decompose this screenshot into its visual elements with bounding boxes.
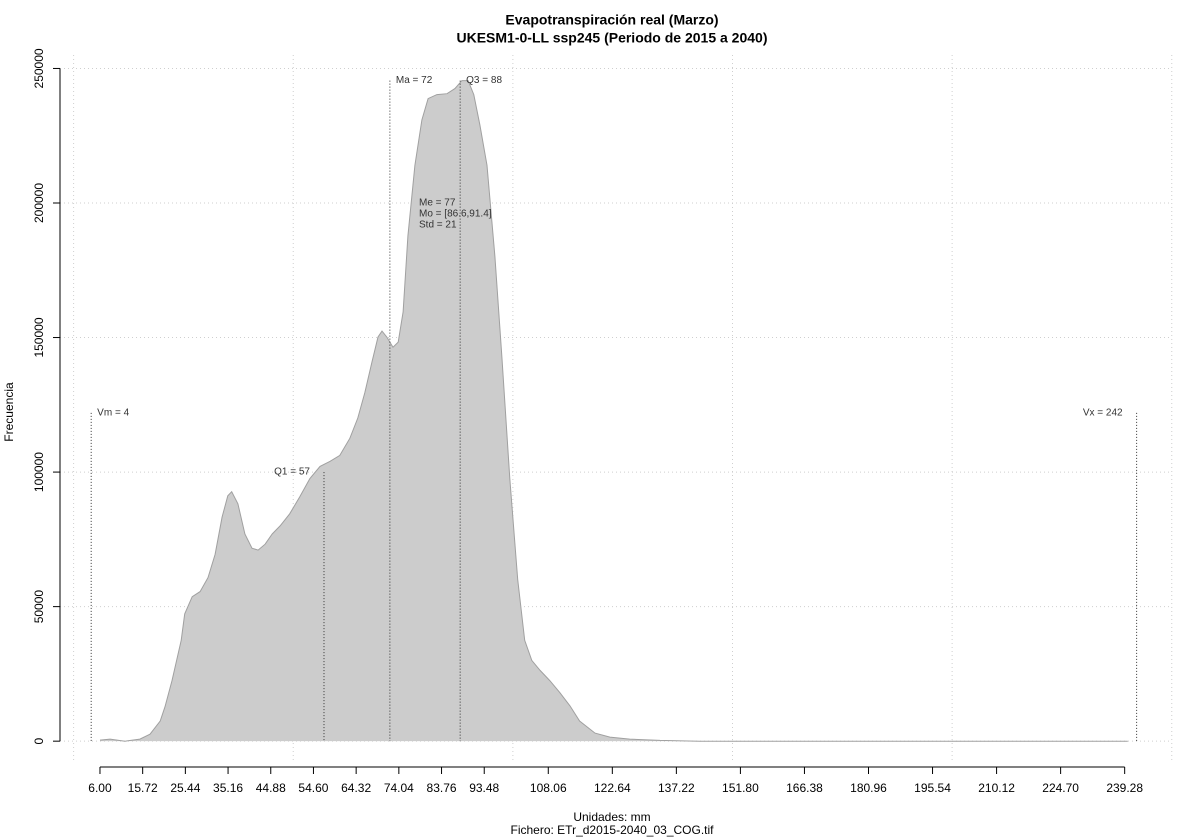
marker-label: Ma = 72 bbox=[396, 75, 433, 86]
marker-label: Vx = 242 bbox=[1083, 408, 1123, 419]
x-tick-label: 35.16 bbox=[213, 781, 243, 795]
x-tick-label: 151.80 bbox=[722, 781, 759, 795]
x-tick-label: 239.28 bbox=[1106, 781, 1143, 795]
x-tick-label: 54.60 bbox=[298, 781, 328, 795]
y-tick-label: 100000 bbox=[32, 452, 46, 492]
marker-label: Q1 = 57 bbox=[274, 467, 310, 478]
marker-label: Q3 = 88 bbox=[466, 75, 502, 86]
area-fill bbox=[99, 80, 1128, 742]
x-tick-label: 122.64 bbox=[594, 781, 631, 795]
chart-subtitle: UKESM1-0-LL ssp245 (Periodo de 2015 a 20… bbox=[457, 30, 768, 46]
x-tick-label: 6.00 bbox=[88, 781, 112, 795]
y-tick-label: 150000 bbox=[32, 317, 46, 357]
x-tick-label: 224.70 bbox=[1042, 781, 1079, 795]
x-tick-label: 93.48 bbox=[469, 781, 499, 795]
stat-annotation: Me = 77 bbox=[419, 198, 456, 209]
x-tick-label: 108.06 bbox=[530, 781, 567, 795]
y-tick-label: 200000 bbox=[32, 183, 46, 223]
footer: Fichero: ETr_d2015-2040_03_COG.tif bbox=[511, 823, 715, 837]
y-tick-label: 0 bbox=[32, 738, 46, 745]
x-tick-label: 74.04 bbox=[384, 781, 414, 795]
area-line bbox=[99, 80, 1128, 742]
y-axis-label: Frecuencia bbox=[2, 382, 16, 442]
stat-annotation: Mo = [86.6,91.4] bbox=[419, 209, 492, 220]
x-tick-label: 166.38 bbox=[786, 781, 823, 795]
x-tick-label: 64.32 bbox=[341, 781, 371, 795]
marker-label: Vm = 4 bbox=[97, 408, 129, 419]
x-tick-label: 180.96 bbox=[850, 781, 887, 795]
y-tick-label: 50000 bbox=[32, 590, 46, 624]
x-tick-label: 15.72 bbox=[128, 781, 158, 795]
x-axis-label: Unidades: mm bbox=[573, 810, 650, 824]
y-tick-label: 250000 bbox=[32, 48, 46, 88]
chart-title: Evapotranspiración real (Marzo) bbox=[505, 12, 718, 28]
stat-annotation: Std = 21 bbox=[419, 220, 457, 231]
x-tick-label: 83.76 bbox=[427, 781, 457, 795]
x-tick-label: 25.44 bbox=[170, 781, 200, 795]
x-tick-label: 44.88 bbox=[256, 781, 286, 795]
x-tick-label: 195.54 bbox=[914, 781, 951, 795]
x-tick-label: 210.12 bbox=[978, 781, 1015, 795]
x-tick-label: 137.22 bbox=[658, 781, 695, 795]
